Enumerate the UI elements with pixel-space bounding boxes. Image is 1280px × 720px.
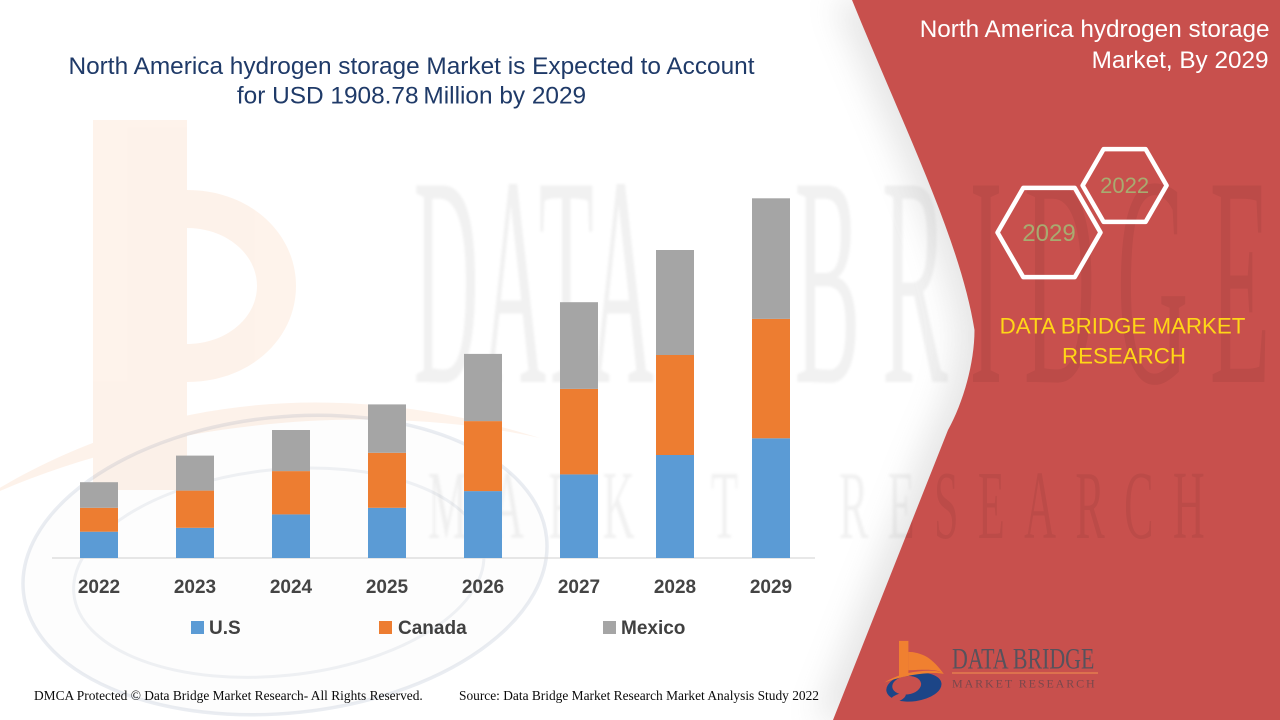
- svg-text:DATA BRIDGE MARKET: DATA BRIDGE MARKET: [1000, 314, 1246, 339]
- svg-text:MARKET RESEARCH: MARKET RESEARCH: [952, 677, 1097, 691]
- svg-text:2029: 2029: [750, 577, 792, 598]
- svg-text:Source: Data Bridge Market Res: Source: Data Bridge Market Research Mark…: [459, 688, 819, 703]
- svg-text:2023: 2023: [174, 577, 216, 598]
- svg-text:2027: 2027: [558, 577, 600, 598]
- svg-text:Canada: Canada: [398, 618, 467, 639]
- svg-text:2025: 2025: [366, 577, 409, 598]
- svg-text:2024: 2024: [270, 577, 313, 598]
- svg-text:RESEARCH: RESEARCH: [1062, 344, 1186, 369]
- svg-text:DMCA Protected © Data Bridge M: DMCA Protected © Data Bridge Market Rese…: [34, 688, 423, 703]
- svg-text:2026: 2026: [462, 577, 504, 598]
- svg-text:2022: 2022: [1100, 173, 1149, 198]
- svg-text:North America hydrogen storage: North America hydrogen storage: [920, 16, 1270, 43]
- svg-text:North America hydrogen storage: North America hydrogen storage Market is…: [69, 53, 755, 80]
- svg-text:for USD 1908.78 Million by 202: for USD 1908.78 Million by 2029: [237, 83, 586, 110]
- svg-text:Market, By 2029: Market, By 2029: [1092, 47, 1269, 74]
- svg-text:2028: 2028: [654, 577, 696, 598]
- svg-text:Mexico: Mexico: [621, 618, 685, 639]
- svg-text:DATA: DATA: [414, 115, 654, 447]
- svg-text:U.S: U.S: [209, 618, 241, 639]
- svg-text:2029: 2029: [1022, 220, 1075, 247]
- svg-text:DATA BRIDGE: DATA BRIDGE: [952, 642, 1094, 675]
- svg-text:2022: 2022: [78, 577, 120, 598]
